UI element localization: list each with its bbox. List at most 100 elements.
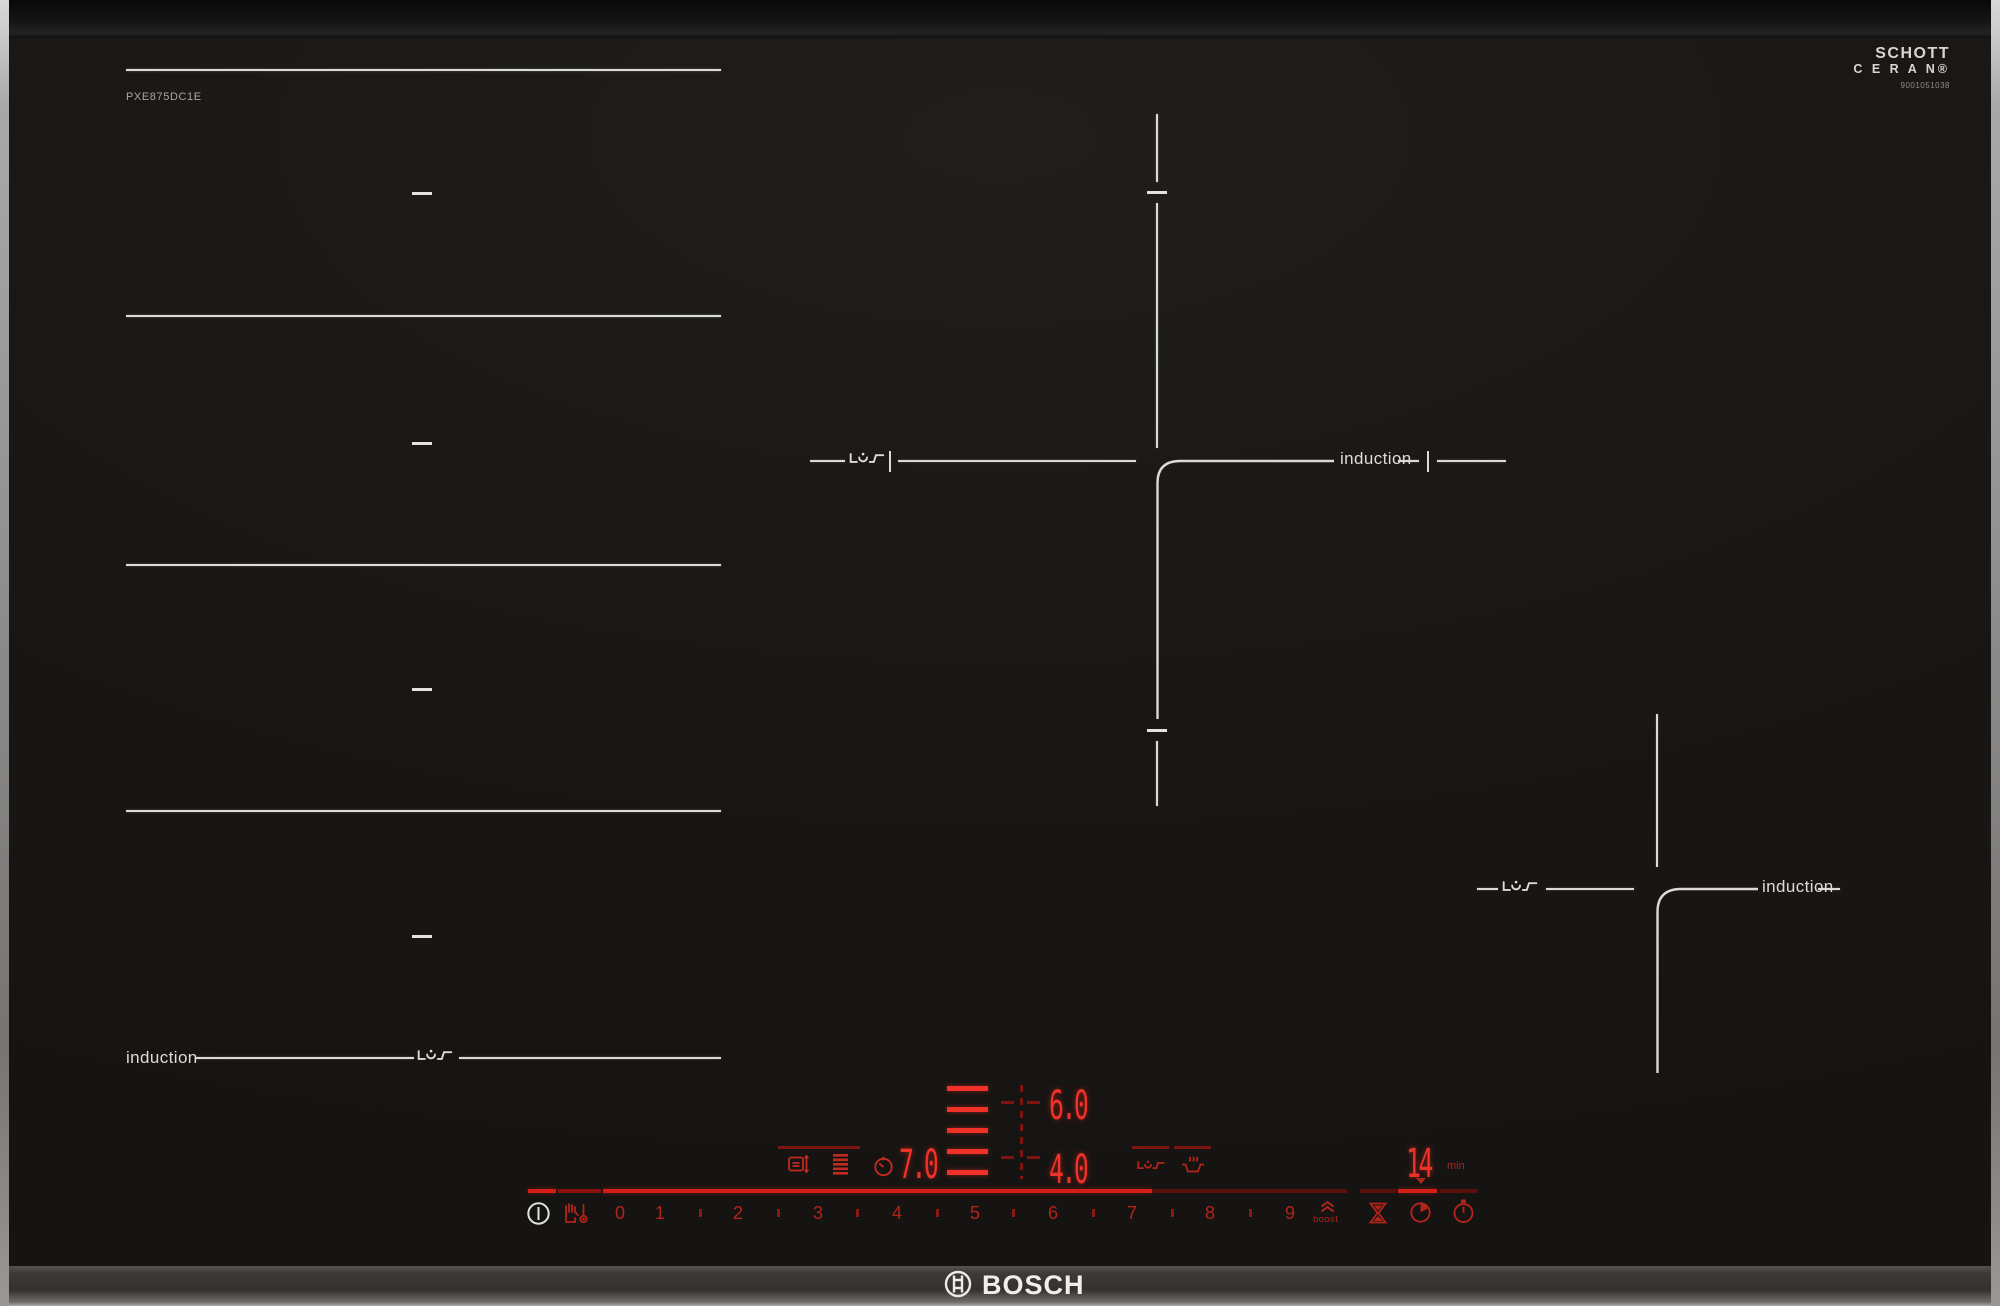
flex-zone-line-3 [126, 564, 721, 567]
slider-level-2[interactable]: 2 [732, 1203, 743, 1223]
center-zone-vline-bottom [1156, 741, 1159, 806]
center-zone-hline-d [1437, 460, 1506, 463]
schott-ceran-logo: SCHOTT C E R A N® 9001051038 [1853, 45, 1950, 90]
slider-level-3[interactable]: 3 [812, 1203, 823, 1223]
center-zone-hline-a [810, 460, 845, 463]
right-zone-induction-label: induction [1762, 877, 1834, 896]
flex-pan-icon [1502, 880, 1538, 891]
slider-track-segment[interactable] [1440, 1189, 1478, 1193]
keepwarm-underline [1174, 1146, 1211, 1149]
slider-tick[interactable] [936, 1209, 939, 1217]
zone-cross-dash [1001, 1156, 1014, 1159]
slider-tick[interactable] [1012, 1209, 1015, 1217]
center-zone-corner-line [1156, 459, 1334, 719]
right-zone-hline-a [1477, 888, 1498, 891]
slider-tick[interactable] [1249, 1209, 1252, 1217]
slider-level-4[interactable]: 4 [891, 1203, 902, 1223]
slider-tick[interactable] [699, 1209, 702, 1217]
timer-clock-icon[interactable] [1409, 1201, 1432, 1224]
timer-decrease-arrow-icon[interactable] [1416, 1178, 1426, 1184]
zone-select-dashed-line [1020, 1085, 1023, 1179]
center-zone-tick-left [889, 451, 892, 472]
slider-level-9[interactable]: 9 [1284, 1203, 1295, 1223]
flex-display-underline [778, 1146, 860, 1149]
slider-track-segment[interactable] [558, 1189, 601, 1193]
power-icon[interactable] [526, 1201, 551, 1226]
front-metal-trim [9, 1266, 1991, 1306]
pan-transfer-icon[interactable] [787, 1153, 811, 1175]
slider-track-segment[interactable] [603, 1189, 1152, 1193]
slider-track-segment[interactable] [1360, 1189, 1396, 1193]
flex-zone-mark-3 [412, 688, 432, 691]
model-number: PXE875DC1E [126, 91, 202, 103]
center-zone-hline-b [898, 460, 1136, 463]
right-frame-edge [1991, 0, 2000, 1306]
level-bars-icon[interactable] [832, 1154, 849, 1175]
schott-logo-line2: C E R A N® [1853, 61, 1950, 76]
left-zone-induction-label: induction [126, 1048, 198, 1067]
boost-chevron-icon[interactable] [1319, 1200, 1336, 1213]
center-zone-vline-top [1156, 114, 1159, 182]
zone-cross-dash [1027, 1156, 1040, 1159]
center-zone-hline-c [1398, 460, 1419, 463]
slider-level-1[interactable]: 1 [654, 1203, 665, 1223]
bosch-anchor-icon [944, 1270, 972, 1298]
schott-logo-line1: SCHOTT [1875, 45, 1950, 62]
center-zone-top-power-display: 6.0 [1049, 1083, 1089, 1129]
boost-button[interactable]: boost [1313, 1214, 1339, 1225]
slider-track-segment[interactable] [528, 1189, 556, 1193]
center-zone-mark-top [1147, 191, 1167, 194]
zone-cross-dash [1001, 1101, 1014, 1104]
flex-select-underline [1132, 1146, 1169, 1149]
bosch-logo-text: BOSCH [982, 1270, 1085, 1300]
child-lock-icon[interactable] [562, 1201, 590, 1226]
right-zone-corner-line [1656, 887, 1758, 1073]
flex-zone-line-1 [126, 69, 721, 72]
flex-pan-icon [849, 452, 885, 463]
right-zone-vline-top [1656, 714, 1659, 867]
slider-level-0[interactable]: 0 [614, 1203, 625, 1223]
flex-zone-line-5a [196, 1057, 414, 1060]
power-bar-4 [947, 1149, 988, 1154]
slider-tick[interactable] [1171, 1209, 1174, 1217]
slider-level-8[interactable]: 8 [1204, 1203, 1215, 1223]
stopwatch-icon[interactable] [1452, 1199, 1475, 1225]
glass-ceramic-surface [9, 38, 1991, 1266]
power-bar-1 [947, 1086, 988, 1091]
cook-time-clock-icon[interactable] [873, 1156, 894, 1177]
center-zone-induction-label: induction [1340, 449, 1412, 468]
center-zone-vline-mid [1156, 203, 1159, 448]
flex-zone-line-2 [126, 315, 721, 318]
slider-level-7[interactable]: 7 [1126, 1203, 1137, 1223]
slider-track-segment[interactable] [1398, 1189, 1437, 1193]
glass-serial-number: 9001051038 [1900, 80, 1950, 90]
slider-tick[interactable] [1092, 1209, 1095, 1217]
flex-zone-mark-1 [412, 192, 432, 195]
timer-unit-label: min [1447, 1160, 1465, 1172]
left-frame-edge [0, 0, 9, 1306]
flex-pan-icon[interactable] [1137, 1159, 1165, 1171]
slider-level-6[interactable]: 6 [1047, 1203, 1058, 1223]
flex-zone-power-display: 7.0 [899, 1142, 939, 1188]
center-zone-mark-bottom [1147, 729, 1167, 732]
zone-cross-dash [1027, 1101, 1040, 1104]
slider-level-5[interactable]: 5 [969, 1203, 980, 1223]
flex-zone-mark-2 [412, 442, 432, 445]
power-bar-2 [947, 1107, 988, 1112]
hourglass-icon[interactable] [1368, 1201, 1388, 1225]
slider-tick[interactable] [856, 1209, 859, 1217]
top-bezel [9, 0, 1991, 38]
flex-pan-icon [417, 1049, 453, 1060]
slider-track-segment[interactable] [1152, 1189, 1347, 1193]
center-zone-tick-right [1427, 451, 1430, 472]
flex-zone-line-5b [459, 1057, 721, 1060]
power-bar-5 [947, 1170, 988, 1175]
slider-tick[interactable] [777, 1209, 780, 1217]
flex-zone-mark-4 [412, 935, 432, 938]
flex-zone-line-4 [126, 810, 721, 813]
right-zone-hline-c [1818, 888, 1840, 891]
power-bar-3 [947, 1128, 988, 1133]
keep-warm-icon[interactable] [1181, 1155, 1205, 1174]
right-zone-hline-b [1546, 888, 1634, 891]
